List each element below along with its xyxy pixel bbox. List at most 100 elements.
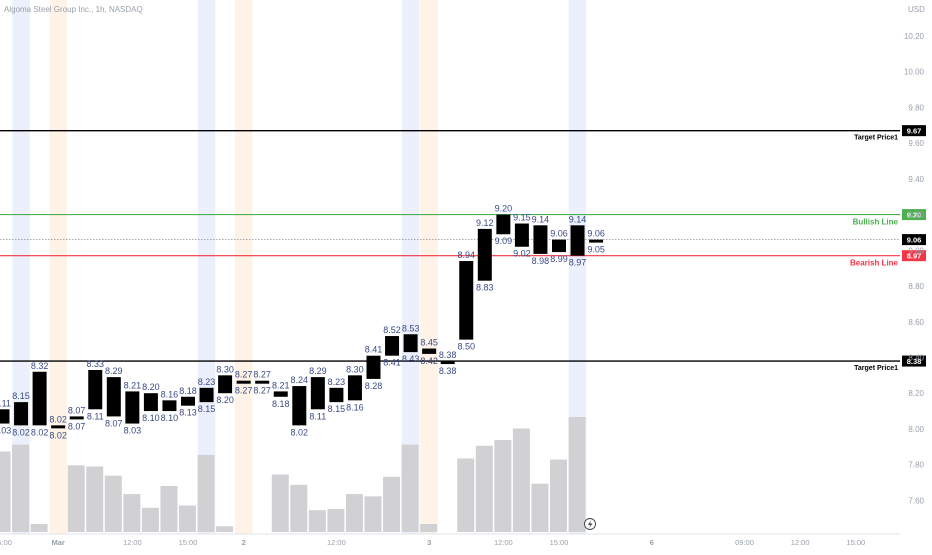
candle-high-label: 8.45 (420, 338, 438, 348)
y-axis-tick-label: 7.60 (908, 496, 924, 505)
candle[interactable] (329, 387, 344, 403)
candle[interactable] (570, 225, 585, 256)
x-axis-tick-label: 15:00 (0, 538, 12, 547)
volume-bar (12, 444, 30, 532)
candle-low-label: 8.42 (420, 356, 438, 366)
x-axis-tick-label: 12:00 (327, 538, 346, 547)
x-axis-tick-label: 6 (650, 538, 654, 547)
candle-low-label: 8.50 (457, 342, 475, 352)
candle-low-label: 8.27 (253, 386, 271, 396)
candle-high-label: 8.53 (402, 323, 420, 333)
candle[interactable] (440, 361, 455, 365)
level-price-tag-bearish (902, 250, 926, 262)
volume-bar (327, 509, 345, 532)
candle[interactable] (125, 391, 140, 424)
candle[interactable] (514, 223, 529, 247)
candle[interactable] (273, 391, 288, 397)
y-axis-tick-label: 8.00 (908, 425, 924, 434)
candle[interactable] (292, 386, 307, 426)
candle-low-label: 9.05 (587, 245, 605, 255)
lightning-icon-bolt (588, 520, 593, 529)
volume-bar (308, 510, 326, 532)
candle[interactable] (366, 355, 381, 379)
x-axis-tick-label: 12:00 (791, 538, 810, 547)
candle[interactable] (143, 393, 158, 412)
candle-high-label: 8.21 (272, 380, 290, 390)
y-axis-tick-label: 8.60 (908, 318, 924, 327)
candle-high-label: 8.18 (179, 386, 197, 396)
candle-high-label: 8.20 (142, 382, 160, 392)
y-axis-tick-label: 8.80 (908, 282, 924, 291)
candle[interactable] (69, 416, 84, 420)
level-price-tag-target (902, 355, 926, 367)
candle-high-label: 8.02 (49, 414, 67, 424)
candle-high-label: 8.30 (346, 364, 364, 374)
candle[interactable] (385, 336, 400, 356)
level-label-target: Target Price1 (854, 365, 898, 372)
candle[interactable] (199, 387, 214, 403)
candle[interactable] (422, 348, 437, 354)
candle[interactable] (106, 377, 121, 417)
candle-low-label: 8.41 (383, 358, 401, 368)
candle-low-label: 8.15 (198, 404, 216, 414)
level-label-bearish: Bearish Line (850, 259, 899, 268)
candle[interactable] (347, 375, 362, 401)
candle[interactable] (181, 396, 195, 406)
volume-bar (290, 484, 308, 532)
session-band-orange (234, 0, 253, 534)
session-band-orange (49, 0, 67, 534)
candle-low-label: 8.11 (87, 411, 104, 421)
volume-bar (475, 445, 493, 532)
candle-high-label: 8.32 (31, 361, 49, 371)
candle[interactable] (477, 228, 492, 281)
candle[interactable] (552, 239, 566, 253)
candle-high-label: 9.06 (587, 229, 605, 239)
y-axis-tick-label: 9.20 (908, 211, 924, 220)
y-axis-tick-label: 7.80 (908, 461, 924, 470)
candle-low-label: 9.02 (513, 249, 531, 259)
candle[interactable] (533, 225, 548, 254)
candle[interactable] (255, 380, 270, 384)
candle[interactable] (496, 214, 511, 235)
candle-high-label: 8.11 (0, 398, 11, 408)
lightning-icon[interactable] (584, 518, 596, 530)
candle[interactable] (88, 369, 103, 410)
candle-low-label: 8.28 (365, 381, 383, 391)
candle-high-label: 8.30 (216, 364, 234, 374)
candle-high-label: 8.41 (365, 345, 383, 355)
volume-bar (345, 494, 363, 532)
candle-low-label: 8.98 (532, 256, 550, 266)
volume-bar (512, 428, 530, 532)
volume-bar (160, 486, 178, 532)
candle[interactable] (403, 334, 418, 353)
candle[interactable] (459, 261, 474, 340)
candle-high-label: 9.14 (569, 214, 587, 224)
candle-low-label: 8.13 (179, 408, 197, 418)
candle[interactable] (162, 400, 177, 412)
candle-low-label: 8.07 (105, 418, 123, 428)
candle-high-label: 8.29 (309, 366, 327, 376)
candle[interactable] (218, 375, 233, 394)
x-axis-tick-label: Mar (51, 538, 64, 547)
volume-bar (364, 496, 382, 532)
candle[interactable] (236, 380, 251, 384)
candle[interactable] (310, 377, 325, 410)
y-axis-tick-label: 8.40 (908, 353, 924, 362)
candle[interactable] (14, 402, 29, 426)
candle-low-label: 8.03 (124, 426, 142, 436)
candle-low-label: 8.02 (31, 427, 49, 437)
y-axis-tick-label: 8.20 (908, 389, 924, 398)
candle[interactable] (0, 409, 10, 424)
candle-high-label: 8.94 (457, 250, 475, 260)
candle-low-label: 8.43 (402, 354, 420, 364)
candle[interactable] (51, 425, 66, 429)
x-axis-tick-label: 2 (242, 538, 246, 547)
currency-label: USD (908, 5, 925, 14)
y-axis-tick-label: 9.00 (908, 246, 924, 255)
volume-bar (216, 526, 234, 532)
candle[interactable] (32, 371, 47, 426)
candle-high-label: 8.23 (198, 377, 216, 387)
candle[interactable] (589, 239, 604, 243)
